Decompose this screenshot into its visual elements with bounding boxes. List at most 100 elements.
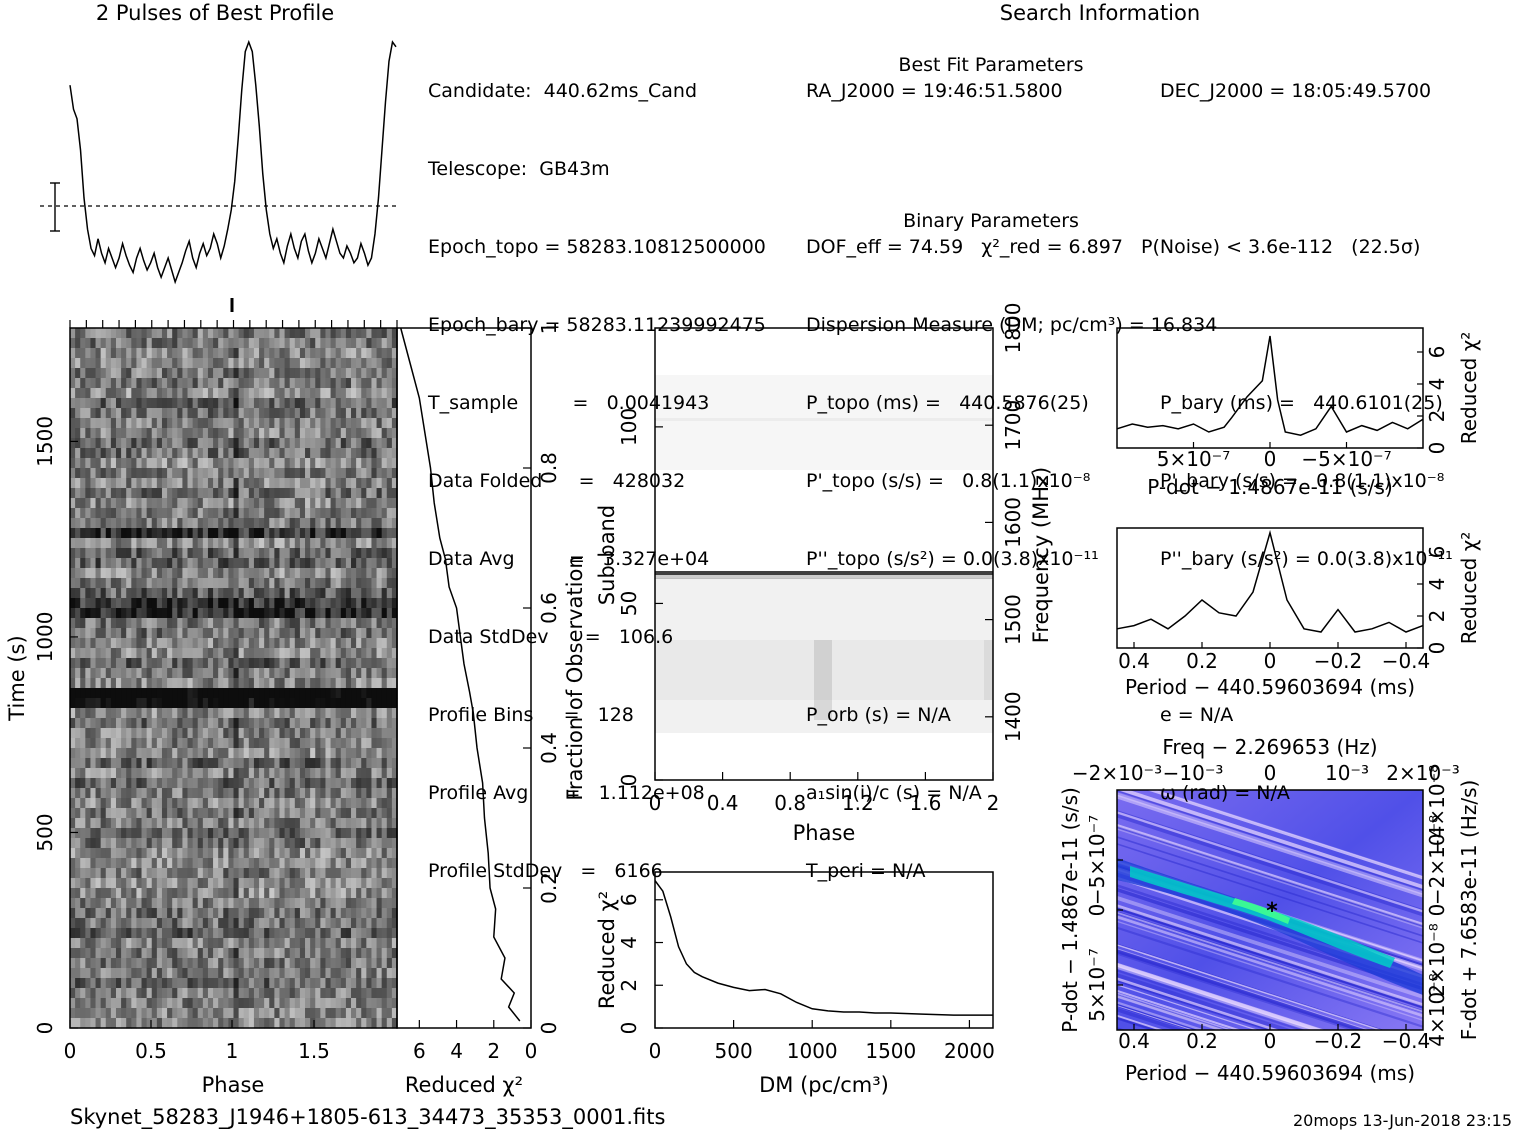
tick-label: 0.8	[537, 452, 561, 484]
best-fit-left: RA_J2000 = 19:46:51.5800 DOF_eff = 74.59…	[806, 26, 1420, 910]
pdd-bary: P''_bary (s/s²) = 0.0(3.8)x10⁻¹¹	[1160, 548, 1453, 570]
best-fit-marker: *	[1266, 899, 1278, 924]
frequency-ylabel: Frequency (MHz)	[1029, 467, 1053, 643]
dec-value: DEC_J2000 = 18:05:49.5700	[1160, 80, 1432, 102]
tick-label: 0	[1264, 447, 1277, 471]
tick-label: 1000	[787, 1039, 838, 1063]
tick-label: 0.5	[135, 1039, 167, 1063]
tick-label: 4×10⁻⁸	[1425, 973, 1449, 1047]
tick-label: 1500	[33, 416, 57, 467]
tick-label: 1500	[1001, 594, 1025, 645]
chi2-vs-period-trace	[1116, 529, 1424, 633]
profile-title: 2 Pulses of Best Profile	[96, 1, 334, 25]
chi2-vs-pdot-plot: 5×10⁻⁷ 0 −5×10⁻⁷ 0 2 4 6 P-dot − 1.4867e-11 (s…	[1116, 327, 1481, 499]
footer-filename: Skynet_58283_J1946+1805-613_34473_35353_…	[70, 1105, 665, 1130]
tick-label: 0.4	[707, 791, 739, 815]
tick-label: 0	[617, 1022, 641, 1035]
tick-label: −0.4	[1382, 1029, 1431, 1053]
tick-label: 0	[525, 1039, 538, 1063]
tick-label: −10⁻³	[1163, 761, 1224, 785]
info-line: Data StdDev = 106.6	[428, 626, 674, 648]
info-line: T_sample = 0.0041943	[428, 392, 710, 414]
tick-label: −0.2	[1314, 1029, 1363, 1053]
tick-label: 0	[1425, 642, 1449, 655]
tick-label: −0.4	[1382, 649, 1431, 673]
info-line: Epoch_bary = 58283.11239992475	[428, 314, 766, 336]
tick-label: 6	[1425, 346, 1449, 359]
tick-label: 2	[1425, 410, 1449, 423]
t-peri: T_peri = N/A	[806, 860, 926, 882]
tick-label: 0.6	[537, 592, 561, 624]
chi2-vs-time-plot: 6 4 2 0 0 0.2 0.4 0.6 0.8 1 Reduced χ² Fraction o…	[396, 322, 587, 1097]
tick-label: 0	[537, 1022, 561, 1035]
tick-label: 1700	[1001, 400, 1025, 451]
tick-label: 0	[1264, 649, 1277, 673]
tick-label: −5×10⁻⁷	[1085, 815, 1109, 905]
tick-label: 1	[537, 322, 561, 335]
time-phase-ylabel: Time (s)	[5, 635, 29, 721]
fraction-observation-ylabel: Fraction of Observation	[563, 555, 587, 800]
info-line: Telescope: GB43m	[428, 158, 610, 180]
tick-label: 2	[617, 979, 641, 992]
chi2-vs-pdot-trace	[1116, 335, 1424, 436]
profile-trace	[69, 39, 397, 285]
footer-stamp: 20mops 13-Jun-2018 23:15	[1293, 1111, 1512, 1130]
tick-label: 1.2	[842, 791, 874, 815]
candidate-info: Candidate: 440.62ms_Cand Telescope: GB43…	[428, 26, 766, 910]
tick-label: −2×10⁻³	[1072, 761, 1162, 785]
tick-label: 10⁻³	[1325, 761, 1369, 785]
p-topo: P_topo (ms) = 440.5876(25)	[806, 392, 1089, 414]
p-pdot-heatmap	[1117, 790, 1423, 1030]
tick-label: 4	[1425, 578, 1449, 591]
chi2-vs-dm-trace	[654, 880, 993, 1016]
tick-label: 0	[1425, 442, 1449, 455]
subband-phase-plot: 0 0.4 0.8 1.2 1.6 2 0 50 100 1400 1500 1600 1700 1800…	[595, 303, 1053, 845]
e-value: e = N/A	[1160, 704, 1234, 726]
tick-label: 0	[1264, 761, 1277, 785]
p-orb: P_orb (s) = N/A	[806, 704, 951, 726]
tick-label: 2000	[944, 1039, 995, 1063]
omega-value: ω (rad) = N/A	[1160, 782, 1290, 804]
chi2-vs-time-trace	[399, 327, 521, 1022]
subband-phase-heatmap	[655, 418, 993, 733]
tick-label: 1400	[1001, 691, 1025, 742]
tick-label: 5×10⁻⁷	[1157, 447, 1231, 471]
time-phase-xlabel: Phase	[202, 1073, 265, 1097]
tick-label: 6	[617, 893, 641, 906]
info-line: Candidate: 440.62ms_Cand	[428, 80, 698, 102]
tick-label: 1500	[865, 1039, 916, 1063]
subband-ylabel: Sub-band	[595, 505, 619, 605]
tick-label: 2	[987, 791, 1000, 815]
tick-label: 0.4	[1118, 1029, 1150, 1053]
search-info-title: Search Information	[1000, 1, 1200, 25]
tick-label: 0.4	[537, 732, 561, 764]
period-xlabel: Period − 440.59603694 (ms)	[1125, 675, 1415, 699]
tick-label: 2×10⁻⁸	[1425, 923, 1449, 997]
dm-xlabel: DM (pc/cm³)	[759, 1073, 889, 1097]
info-line: Profile StdDev = 6166	[428, 860, 663, 882]
best-fit-title: Best Fit Parameters	[898, 54, 1084, 76]
tick-label: 6	[1425, 546, 1449, 559]
tick-label: 500	[33, 813, 57, 851]
tick-label: 0	[64, 1039, 77, 1063]
tick-label: 5×10⁻⁷	[1085, 948, 1109, 1022]
tick-label: 1.5	[298, 1039, 330, 1063]
pdd-topo: P''_topo (s/s²) = 0.0(3.8)x10⁻¹¹	[806, 548, 1099, 570]
info-line: Epoch_topo = 58283.10812500000	[428, 236, 766, 258]
a1sini: a₁sin(i)/c (s) = N/A	[806, 782, 982, 804]
pdot-ylabel: Reduced χ²	[1457, 332, 1481, 445]
profile-plot	[40, 39, 397, 285]
tick-label: 0	[617, 774, 641, 787]
pdot-xlabel: P-dot − 1.4867e-11 (s/s)	[1147, 475, 1393, 499]
tick-label: −5×10⁻⁷	[1301, 447, 1391, 471]
tick-label: 4	[1425, 378, 1449, 391]
pp-y2label: F-dot + 7.6583e-11 (Hz/s)	[1457, 780, 1481, 1041]
tick-label: 0.4	[1118, 649, 1150, 673]
tick-label: 1000	[33, 611, 57, 662]
tick-label: 0.8	[774, 791, 806, 815]
time-phase-heatmap	[70, 328, 398, 1029]
tick-label: 500	[715, 1039, 753, 1063]
binary-title: Binary Parameters	[903, 210, 1079, 232]
